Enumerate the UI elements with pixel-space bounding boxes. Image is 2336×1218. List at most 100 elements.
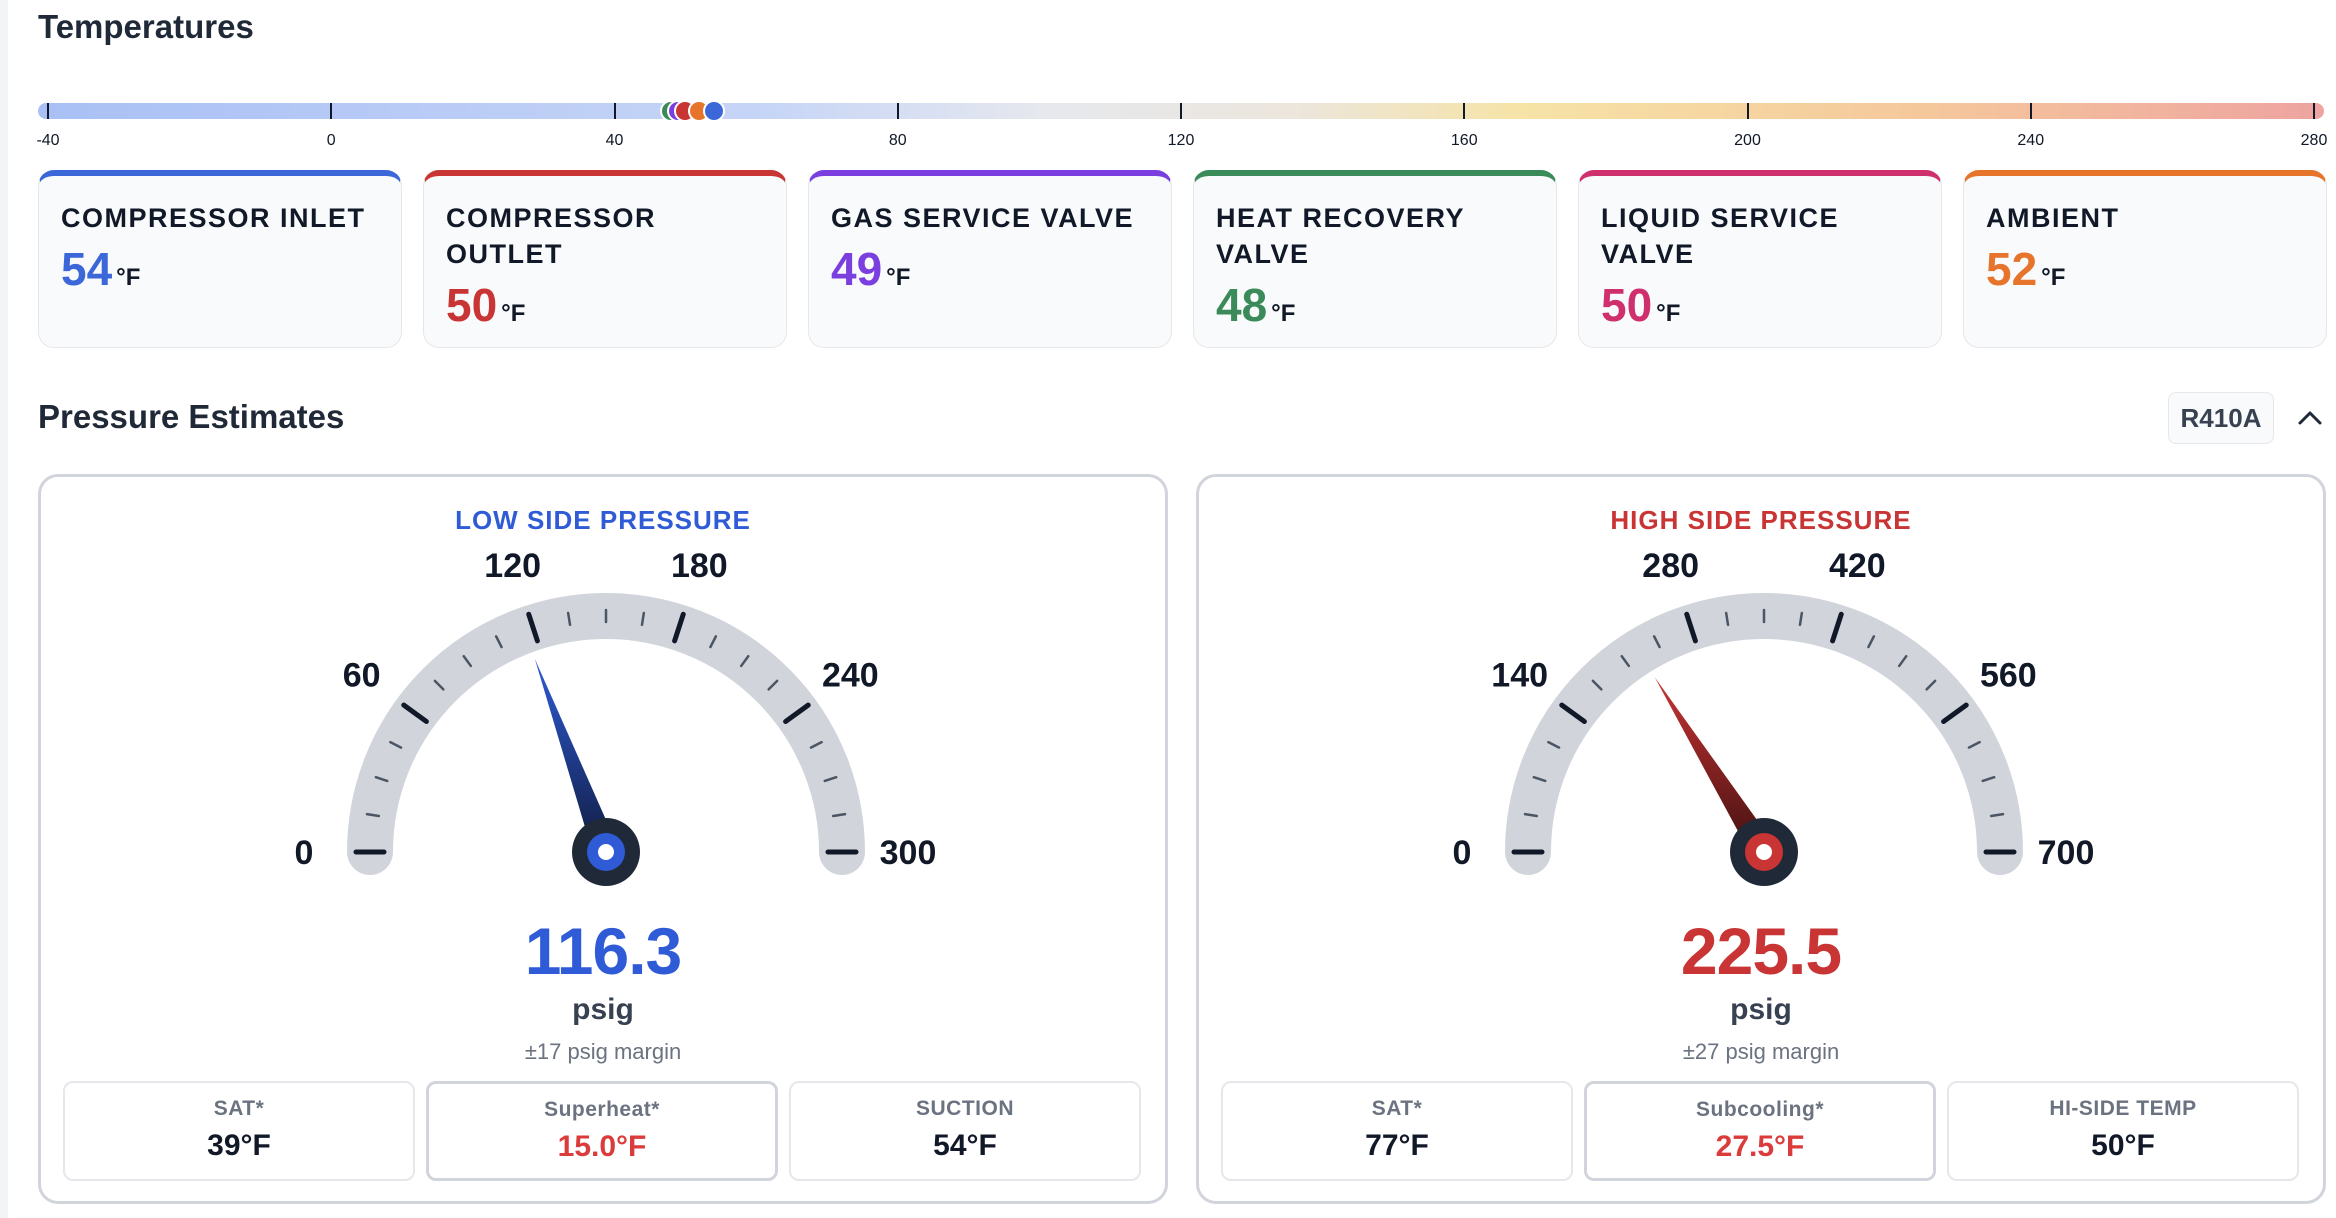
gauge-minor-tick [640,611,646,627]
stat-value: 54°F [933,1129,997,1162]
stat-value: 27.5°F [1715,1130,1805,1163]
scale-tick-label: 0 [326,132,336,149]
scale-tick [896,103,899,119]
gauge-label: 240 [822,656,879,694]
sensor-unit: °F [1656,300,1681,327]
sensor-card-compressor-inlet: COMPRESSOR INLET 54 °F [38,170,402,348]
gauge-minor-tick [365,812,381,818]
sensor-unit: °F [1271,300,1296,327]
gauge-label: 60 [343,656,381,694]
gauge-label: 180 [671,547,728,585]
scale-tick-label: -40 [36,132,60,149]
gauge-minor-tick [823,775,838,783]
scale-tick [2029,103,2032,119]
gauge-minor-tick [1523,812,1539,818]
sensor-value: 49 [831,243,883,295]
scale-tick [613,103,616,119]
scale-tick-label: 240 [2017,132,2045,149]
gauge-label: 0 [1453,834,1472,872]
low-side-reading: 116.3 [524,914,683,988]
sensor-card-ambient: AMBIENT 52 °F [1963,170,2327,348]
sensor-marker[interactable] [702,100,725,122]
stat-label: HI-SIDE TEMP [2049,1097,2197,1120]
gauge-minor-tick [494,635,503,649]
gauge-minor-tick [739,654,750,668]
high-side-unit: psig [1730,993,1792,1026]
scale-tick-label: 160 [1450,132,1478,149]
gauge-arc [347,593,865,875]
gauge-minor-tick [1897,654,1908,668]
stat-label: SUCTION [916,1097,1014,1120]
gauge-label: 300 [880,834,937,872]
sensor-unit: °F [2041,264,2066,291]
sensor-unit: °F [501,300,526,327]
sensor-value: 50 [1601,279,1653,331]
high-side-title: HIGH SIDE PRESSURE [1610,505,1912,535]
gauge-needle [1654,677,1776,859]
gauge-minor-tick [1925,679,1937,691]
scale-tick-label: 40 [605,132,624,149]
sensor-name: GAS SERVICE VALVE [831,203,1135,233]
gauge-minor-tick [1967,740,1981,749]
scale-tick [1463,103,1466,119]
low-side-margin: ±17 psig margin [524,1039,682,1064]
hi-side-temp-box: HI-SIDE TEMP 50°F [1947,1081,2299,1181]
temperatures-title: Temperatures [38,8,254,45]
sensor-unit: °F [116,264,141,291]
sensor-card-gas-service-valve: GAS SERVICE VALVE 49 °F [808,170,1172,348]
gauge-minor-tick [1547,740,1561,749]
superheat-box: Superheat* 15.0°F [426,1081,778,1181]
gauge-minor-tick [1981,775,1996,783]
gauge-major-tick [672,611,686,644]
sensor-card-heat-recovery-valve: HEAT RECOVERY VALVE 48 °F [1193,170,1557,348]
gauge-label: 120 [484,547,541,585]
gauge-label: 140 [1491,656,1548,694]
gauge-label: 560 [1980,656,2037,694]
gauge-minor-tick [566,611,572,627]
gauge-major-tick [1941,702,1969,725]
gauge-major-tick [1684,611,1698,644]
gauge-minor-tick [374,775,389,783]
chevron-up-icon[interactable] [2294,402,2326,434]
stat-label: Subcooling* [1696,1098,1824,1121]
scale-tick-label: 120 [1167,132,1195,149]
sensor-name: AMBIENT [1986,203,2120,233]
high-sat-box: SAT* 77°F [1221,1081,1573,1181]
high-side-reading: 225.5 [1680,914,1842,988]
sensor-name: HEAT RECOVERY VALVE [1216,203,1465,269]
gauge-label: 700 [2038,834,2095,872]
gauge-minor-tick [433,679,445,691]
scale-tick [1746,103,1749,119]
gauge-hub-center [598,844,614,860]
gauge-minor-tick [1798,611,1804,627]
scale-tick-label: 200 [1734,132,1761,149]
refrigerant-selector[interactable]: R410A [2168,392,2274,444]
sensor-value: 54 [61,243,113,295]
stat-value: 39°F [207,1129,271,1162]
left-rule [0,0,8,1218]
gauge-minor-tick [831,812,847,818]
sensor-unit: °F [886,264,911,291]
stat-label: SAT* [213,1097,265,1120]
sensor-value: 52 [1986,243,2038,295]
gauge-label: 0 [295,834,314,872]
gauge-minor-tick [1532,775,1547,783]
gauge-minor-tick [1724,611,1730,627]
sensor-value: 50 [446,279,498,331]
gauge-label: 420 [1829,547,1886,585]
stat-value: 15.0°F [557,1130,647,1163]
gauge-minor-tick [709,635,718,649]
gauge-minor-tick [1652,635,1661,649]
gauge-major-tick [401,702,429,725]
low-side-unit: psig [572,993,634,1026]
temperature-scale: -40 0 40 80 120 160 200 240 280 [36,100,2327,160]
scale-tick [1180,103,1182,119]
stat-label: SAT* [1371,1097,1423,1120]
low-sat-box: SAT* 39°F [63,1081,415,1181]
stat-label: Superheat* [544,1098,660,1121]
stat-value: 77°F [1365,1129,1429,1162]
high-side-margin: ±27 psig margin [1682,1039,1840,1064]
scale-tick [2313,103,2315,119]
gauge-major-tick [1830,611,1844,644]
stat-value: 50°F [2091,1129,2155,1162]
